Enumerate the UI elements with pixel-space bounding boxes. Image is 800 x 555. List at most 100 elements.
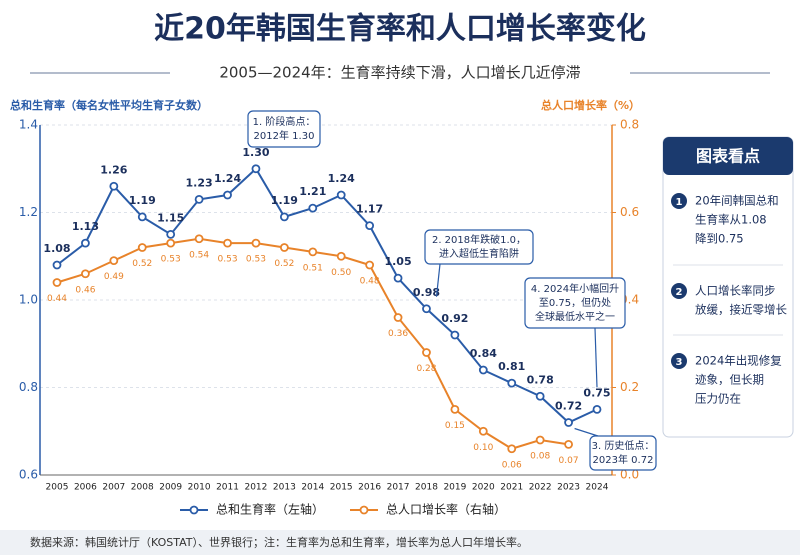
legend-marker xyxy=(189,505,199,515)
data-point xyxy=(52,278,62,287)
data-point xyxy=(279,212,289,222)
y2-axis-label: 总人口增长率（%） xyxy=(541,98,640,112)
y2-tick-label: 0.8 xyxy=(620,118,639,132)
data-label: 0.92 xyxy=(441,312,468,325)
data-label: 0.52 xyxy=(132,259,152,269)
annotation-text: 4. 2024年小幅回升 xyxy=(531,282,619,295)
sidebar-title: 图表看点 xyxy=(696,147,760,166)
data-point xyxy=(564,439,573,449)
data-label: 0.48 xyxy=(360,277,380,287)
data-label: 1.15 xyxy=(157,211,184,224)
sidebar-text: 20年间韩国总和 xyxy=(695,194,779,208)
data-label: 0.50 xyxy=(331,268,351,278)
data-label: 1.08 xyxy=(43,242,70,255)
data-point xyxy=(81,238,90,248)
legend-label: 总人口增长率（右轴） xyxy=(386,502,506,517)
chart-subtitle: 2005—2024年：生育率持续下滑，人口增长几近停滞 xyxy=(219,64,580,82)
data-label: 0.72 xyxy=(555,400,582,413)
data-point xyxy=(251,238,261,248)
data-label: 0.84 xyxy=(470,347,497,360)
y-tick-label: 0.6 xyxy=(19,468,38,482)
data-point xyxy=(365,260,375,270)
data-point xyxy=(166,238,176,248)
x-tick-label: 2020 xyxy=(472,483,495,493)
data-point xyxy=(478,365,488,375)
sidebar-text: 压力仍在 xyxy=(695,392,741,406)
data-point xyxy=(223,238,232,248)
x-tick-label: 2017 xyxy=(387,483,410,493)
data-label: 1.24 xyxy=(214,172,241,185)
sidebar-text: 放缓，接近零增长 xyxy=(695,303,787,317)
data-label: 0.49 xyxy=(104,272,124,282)
y-tick-label: 1.2 xyxy=(19,205,38,219)
x-tick-label: 2016 xyxy=(358,483,381,493)
source-note: 数据来源：韩国统计厅（KOSTAT）、世界银行；注：生育率为总和生育率，增长率为… xyxy=(30,535,528,549)
x-tick-label: 2024 xyxy=(586,483,609,493)
data-label: 1.23 xyxy=(186,176,213,189)
sidebar-number: 2 xyxy=(676,287,683,298)
data-label: 0.98 xyxy=(413,286,440,299)
data-label: 0.44 xyxy=(47,294,67,304)
data-point xyxy=(279,243,289,252)
data-point xyxy=(365,221,375,231)
data-point xyxy=(422,304,431,314)
x-tick-label: 2022 xyxy=(529,483,552,493)
sidebar-text: 生育率从1.08 xyxy=(695,213,767,227)
data-label: 0.07 xyxy=(559,456,579,466)
data-point xyxy=(52,260,62,270)
data-label: 1.13 xyxy=(72,220,99,233)
data-label: 0.51 xyxy=(303,263,323,273)
data-point xyxy=(478,426,488,436)
data-point xyxy=(564,418,573,427)
data-point xyxy=(422,348,431,357)
data-point xyxy=(450,404,460,414)
y-axis-label: 总和生育率（每名女性平均生育子女数） xyxy=(10,98,208,112)
data-point xyxy=(308,247,318,257)
data-label: 0.15 xyxy=(445,421,465,431)
x-tick-label: 2012 xyxy=(244,483,267,493)
annotation-pointer xyxy=(435,263,441,297)
x-tick-label: 2006 xyxy=(74,483,97,493)
annotation-text: 2. 2018年跌破1.0， xyxy=(432,233,526,246)
data-point xyxy=(507,378,517,388)
annotation-text: 1. 阶段高点： xyxy=(253,115,316,128)
sidebar-text: 人口增长率同步 xyxy=(695,284,776,298)
data-label: 1.21 xyxy=(299,185,326,198)
x-tick-label: 2023 xyxy=(557,483,580,493)
data-label: 1.05 xyxy=(384,255,411,268)
x-tick-label: 2018 xyxy=(415,483,438,493)
data-point xyxy=(393,273,403,283)
legend-marker xyxy=(359,505,369,515)
data-point xyxy=(535,391,545,401)
data-label: 0.08 xyxy=(530,452,550,462)
data-label: 1.24 xyxy=(328,172,355,185)
annotation-box xyxy=(589,435,657,471)
data-point xyxy=(393,313,403,322)
sidebar-number: 3 xyxy=(676,357,683,368)
y2-tick-label: 0.0 xyxy=(620,468,639,482)
x-tick-label: 2005 xyxy=(46,483,69,493)
data-label: 0.52 xyxy=(274,259,294,269)
annotation-pointer xyxy=(574,427,599,437)
data-label: 0.36 xyxy=(388,329,408,339)
data-label: 0.53 xyxy=(161,255,181,265)
y2-tick-label: 0.6 xyxy=(620,205,639,219)
data-point xyxy=(450,330,460,340)
annotation-pointer xyxy=(594,327,598,388)
data-label: 1.17 xyxy=(356,203,383,216)
data-label: 1.19 xyxy=(271,194,298,207)
data-point xyxy=(109,181,119,191)
annotation-box xyxy=(424,229,534,265)
data-label: 0.06 xyxy=(502,460,522,470)
data-point xyxy=(109,256,119,266)
data-point xyxy=(336,190,346,200)
x-tick-label: 2008 xyxy=(131,483,154,493)
data-point xyxy=(592,404,602,414)
annotation-text: 全球最低水平之一 xyxy=(535,310,615,323)
legend-label: 总和生育率（左轴） xyxy=(216,502,324,517)
x-tick-label: 2011 xyxy=(216,483,239,493)
sidebar-text: 2024年出现修复 xyxy=(695,354,782,368)
data-point xyxy=(251,164,261,174)
sidebar-badge xyxy=(671,283,687,299)
x-tick-label: 2019 xyxy=(443,483,466,493)
